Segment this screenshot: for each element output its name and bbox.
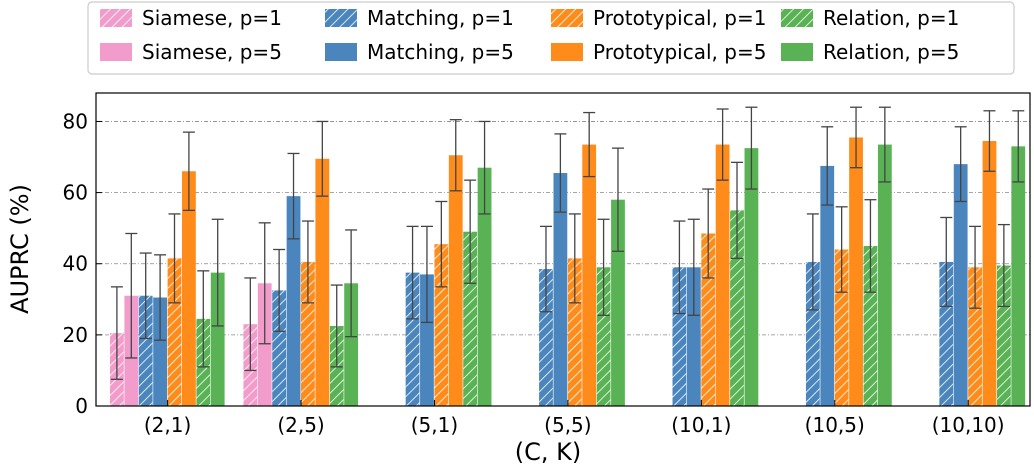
bar <box>715 144 730 407</box>
bar <box>744 148 759 406</box>
bar <box>1011 146 1026 406</box>
bar-hatch <box>138 295 153 406</box>
x-tick-label: (2,1) <box>144 413 191 437</box>
x-tick-label: (5,1) <box>411 413 458 437</box>
y-tick-label: 40 <box>63 252 88 276</box>
legend-swatch <box>551 43 583 61</box>
legend-swatch-hatch <box>551 9 583 27</box>
bar <box>210 272 225 406</box>
bar-hatch <box>301 261 315 406</box>
error-bars <box>110 106 1025 380</box>
bar-hatch <box>434 244 449 406</box>
legend: Siamese, p=1 Siamese, p=5 Matching, p=1 Mat… <box>87 1 1015 75</box>
bar-hatch <box>863 245 878 406</box>
bar-hatch <box>539 269 553 406</box>
bar <box>257 283 272 406</box>
x-axis: (2,1) (2,5) (5,1) (5,5) (10,1) (10,5) (10,10) <box>144 400 1005 437</box>
bar-hatch <box>272 290 287 406</box>
y-tick-label: 20 <box>63 323 88 347</box>
bar <box>686 267 701 406</box>
y-axis: 0 20 40 60 80 <box>63 109 102 418</box>
bar <box>820 165 835 406</box>
bar-hatch <box>567 258 582 406</box>
bar-hatch <box>996 265 1011 406</box>
bar <box>286 196 301 406</box>
legend-swatch <box>781 43 813 61</box>
bar <box>344 283 359 406</box>
x-axis-label: (C, K) <box>515 438 581 466</box>
bar <box>849 137 863 407</box>
bar <box>877 144 892 407</box>
bar-hatch <box>405 272 420 406</box>
bars <box>110 137 1026 407</box>
bar-hatch <box>701 233 716 406</box>
x-tick-label: (2,5) <box>277 413 324 437</box>
bar <box>153 297 167 406</box>
x-tick-label: (10,1) <box>671 413 731 437</box>
legend-swatch <box>325 43 357 61</box>
bar <box>315 158 330 406</box>
bar <box>953 164 968 406</box>
legend-label: Prototypical, p=5 <box>593 40 766 64</box>
legend-swatch <box>100 43 132 61</box>
x-tick-label: (10,10) <box>932 413 1005 437</box>
legend-swatch-hatch <box>325 9 357 27</box>
bar-hatch <box>730 210 744 406</box>
x-tick-label: (10,5) <box>805 413 865 437</box>
bar-hatch <box>596 267 611 406</box>
y-axis-label: AUPRC (%) <box>6 184 34 314</box>
x-tick-label: (5,5) <box>544 413 591 437</box>
bar-hatch <box>968 267 982 406</box>
plot-frame <box>95 92 1031 407</box>
legend-label: Matching, p=5 <box>367 40 514 64</box>
legend-swatch-hatch <box>781 9 813 27</box>
bar-hatch <box>463 231 478 406</box>
y-tick-label: 60 <box>63 181 88 205</box>
y-tick-label: 0 <box>75 394 88 418</box>
y-tick-label: 80 <box>63 109 88 133</box>
bar <box>982 141 997 407</box>
legend-label: Siamese, p=1 <box>142 6 282 30</box>
bar-hatch <box>834 249 849 406</box>
bar <box>477 167 492 406</box>
bar <box>420 274 434 406</box>
bar-hatch <box>167 258 182 406</box>
bar <box>553 173 568 406</box>
bar-hatch <box>939 261 954 406</box>
bar <box>448 155 463 406</box>
legend-label: Siamese, p=5 <box>142 40 282 64</box>
legend-label: Prototypical, p=1 <box>593 6 766 30</box>
legend-swatch-hatch <box>100 9 132 27</box>
legend-label: Relation, p=1 <box>823 6 959 30</box>
legend-label: Matching, p=1 <box>367 6 514 30</box>
legend-label: Relation, p=5 <box>823 40 959 64</box>
bar <box>582 144 597 407</box>
bar <box>182 171 196 406</box>
bar-hatch <box>805 261 820 406</box>
bar-hatch <box>672 267 687 406</box>
